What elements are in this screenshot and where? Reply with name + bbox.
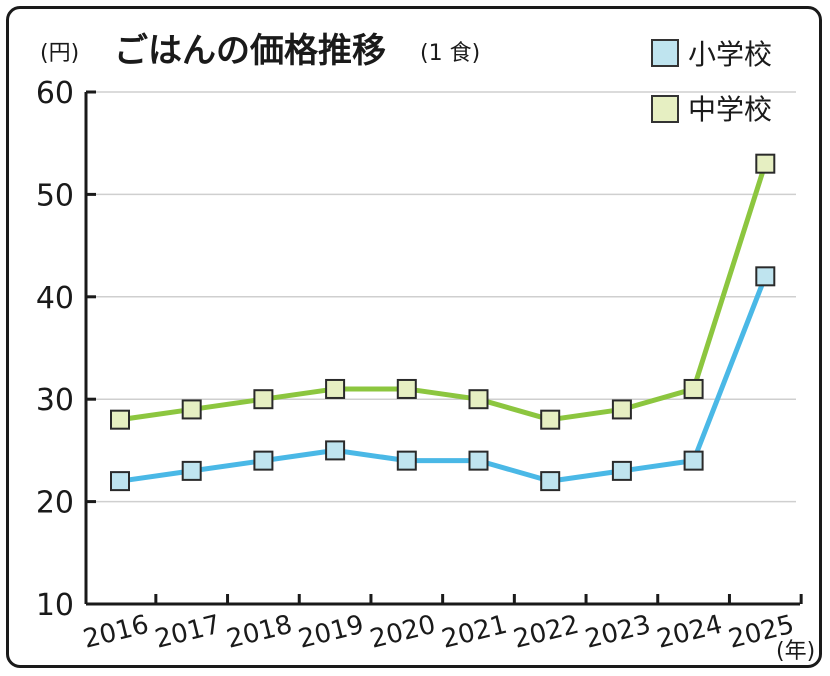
- legend-swatch-junior-high: [651, 95, 679, 123]
- chart-title: ごはんの価格推移: [114, 31, 386, 71]
- data-point-junior-high: [683, 378, 704, 399]
- axes: [84, 90, 803, 606]
- x-tick-labels: 2016 2017 2018 2019 2020 2021 2022 2023 2024 2025: [80, 610, 797, 655]
- data-point-elementary: [611, 460, 632, 481]
- data-point-elementary: [755, 266, 776, 287]
- data-point-elementary: [110, 471, 130, 492]
- x-unit-label: (年): [776, 639, 815, 664]
- y-unit-label: (円): [40, 41, 79, 66]
- y-tick-label: 30: [36, 383, 74, 418]
- data-point-junior-high: [468, 389, 489, 410]
- y-tick-labels: 10 20 30 40 50 60: [36, 76, 74, 623]
- data-point-junior-high: [181, 399, 202, 420]
- y-tick-label: 40: [36, 281, 74, 316]
- series-line-junior-high: [119, 162, 768, 423]
- data-point-junior-high: [755, 153, 776, 174]
- x-tick-label: 2024: [654, 610, 725, 655]
- data-point-junior-high: [253, 389, 274, 410]
- x-tick-label: 2020: [367, 610, 438, 655]
- x-tick-label: 2018: [224, 610, 295, 655]
- data-point-junior-high: [396, 378, 417, 399]
- data-point-elementary: [181, 460, 202, 481]
- x-tick-label: 2023: [582, 610, 653, 655]
- y-tick-label: 60: [36, 76, 74, 111]
- data-point-elementary: [683, 450, 704, 471]
- x-tick-label: 2019: [295, 610, 366, 655]
- data-point-elementary: [253, 450, 274, 471]
- chart-frame: [6, 6, 822, 668]
- x-tick-label: 2022: [511, 610, 582, 655]
- data-point-elementary: [396, 450, 417, 471]
- y-tick-label: 10: [36, 588, 74, 623]
- data-point-junior-high: [540, 409, 561, 430]
- x-tick-label: 2021: [439, 610, 510, 655]
- series-line-elementary: [119, 275, 768, 484]
- y-tick-label: 50: [36, 178, 74, 213]
- data-point-junior-high: [325, 378, 346, 399]
- legend-swatch-elementary: [651, 39, 679, 67]
- data-point-elementary: [540, 471, 561, 492]
- data-point-elementary: [468, 450, 489, 471]
- legend-label-elementary: 小学校: [688, 38, 772, 71]
- chart-title-note: (1 食): [420, 41, 480, 66]
- series-markers: [110, 153, 776, 492]
- legend: 小学校 中学校: [651, 38, 772, 126]
- data-point-junior-high: [110, 409, 130, 430]
- data-point-junior-high: [611, 399, 632, 420]
- data-point-elementary: [325, 440, 346, 461]
- series-lines: [119, 162, 768, 484]
- gridlines: [86, 91, 796, 503]
- legend-label-junior-high: 中学校: [688, 93, 772, 126]
- x-tick-label: 2017: [152, 610, 223, 655]
- y-tick-label: 20: [36, 486, 74, 521]
- x-tick-label: 2016: [80, 610, 151, 655]
